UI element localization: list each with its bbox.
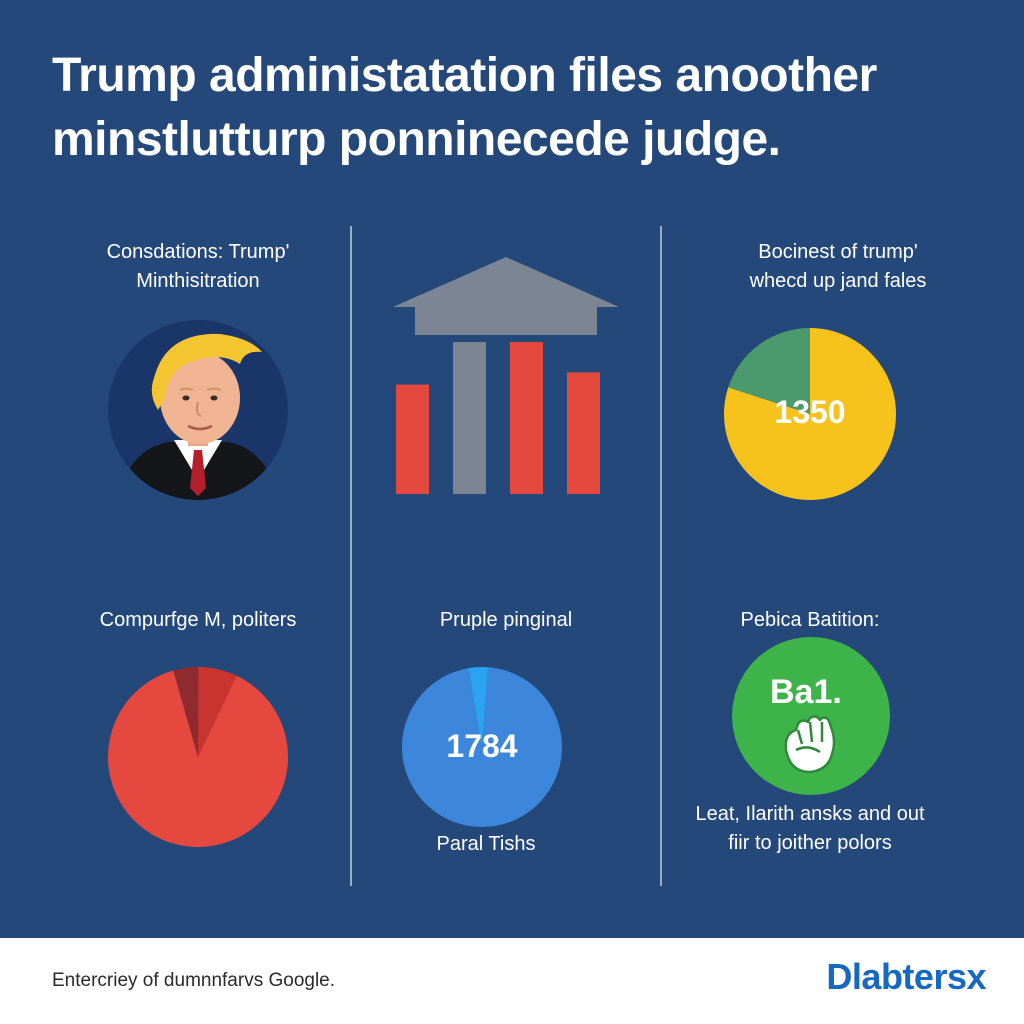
top-right-label-line-1: Bocinest of trump': [758, 241, 918, 263]
column-divider-right: [660, 226, 662, 886]
infographic-panel: Trump administatation files anoother min…: [0, 0, 1024, 938]
brand-logo: Dlabtersx: [826, 956, 986, 997]
pie-chart-top-right: [724, 328, 896, 500]
bar-4: [567, 372, 600, 494]
top-left-label: Consdations: Trump' Minthisitration: [60, 238, 336, 296]
pie-top-right-slice-1: [728, 328, 810, 414]
bottom-right-caption-line-1: Leat, Ilarith ansks and out: [695, 803, 925, 825]
pie-chart-bottom-left: [107, 667, 288, 847]
bottom-middle-label: Pruple pinginal: [439, 609, 573, 631]
bottom-right-caption: Leat, Ilarith ansks and out fiir to joit…: [672, 800, 948, 858]
pie-bottom-left-slice-2: [198, 667, 237, 757]
pie-top-right-value: 1350: [774, 394, 846, 430]
column-divider-left: [350, 226, 352, 886]
bottom-right-caption-line-2: fiir to joither polors: [728, 832, 892, 854]
headline-line-1: Trump administatation files anoother: [52, 49, 877, 102]
bottom-right-label: Pebica Batition:: [740, 609, 880, 631]
badge-text: Ba1.: [770, 673, 842, 711]
courthouse-icon: [393, 257, 619, 335]
pie-bottom-left-slice-1: [173, 667, 199, 757]
bottom-middle-caption: Paral Tishs: [436, 833, 536, 855]
pie-bottom-middle-slice-1: [468, 667, 489, 747]
bottom-left-label: Compurfge M, politers: [99, 609, 297, 631]
headline: Trump administatation files anoother min…: [52, 44, 992, 172]
pie-chart-bottom-middle: [402, 667, 562, 827]
pie-bottom-left-slice-3: [107, 670, 288, 847]
pie-bottom-middle-slice-2: [402, 667, 562, 827]
pie-bottom-middle-value: 1784: [446, 728, 518, 764]
bar-2: [453, 342, 486, 494]
bar-3: [510, 342, 543, 494]
bar-1: [396, 384, 429, 494]
footer: [0, 938, 1024, 1024]
top-right-label: Bocinest of trump' whecd up jand fales: [672, 238, 1004, 296]
top-left-label-line-2: Minthisitration: [136, 270, 260, 292]
top-left-label-line-1: Consdations: Trump': [106, 241, 290, 263]
politician-portrait-icon: [108, 320, 288, 500]
headline-line-2: minstlutturp ponninecede judge.: [52, 113, 781, 166]
top-right-label-line-2: whecd up jand fales: [749, 270, 927, 292]
bar-chart: [396, 342, 600, 494]
pie-top-right-slice-2: [724, 328, 896, 500]
footer-text: Entercriey of dumnnfarvs Google.: [52, 970, 336, 991]
raised-fist-icon: [784, 715, 836, 774]
